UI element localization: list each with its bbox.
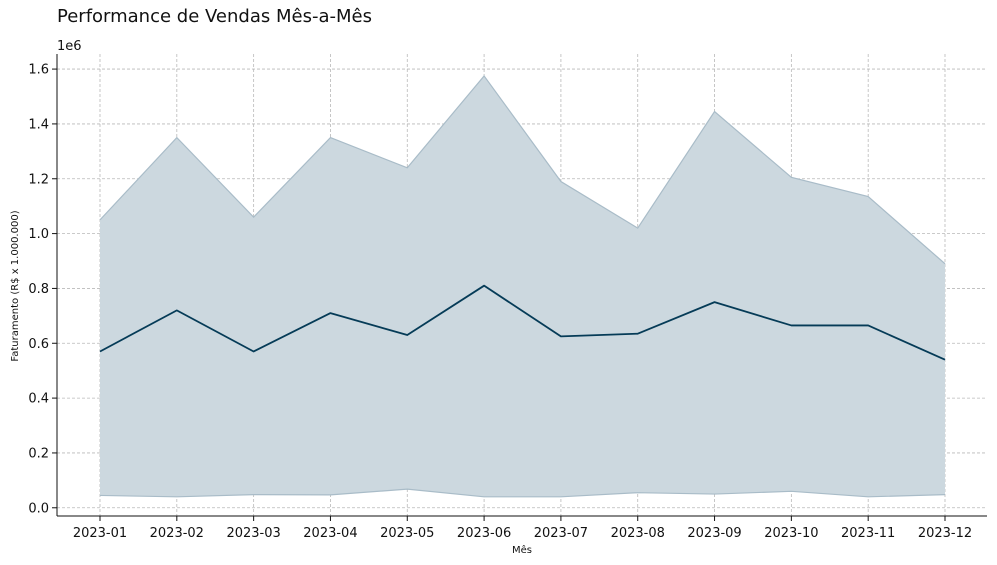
y-tick-label: 0.0 <box>28 501 49 516</box>
y-tick-label: 1.2 <box>28 172 49 187</box>
x-tick-label: 2023-12 <box>918 526 972 541</box>
series-line <box>99 284 946 361</box>
band-upper-edge <box>99 74 946 265</box>
y-tick-label: 0.2 <box>28 446 49 461</box>
confidence-band <box>99 74 946 498</box>
y-ticks: 0.0 0.2 0.4 0.6 0.8 1.0 1.2 1.4 1.6 <box>28 63 57 516</box>
x-tick-label: 2023-04 <box>303 526 357 541</box>
x-tick-label: 2023-03 <box>226 526 280 541</box>
y-tick-label: 1.0 <box>28 227 49 242</box>
y-tick-label: 1.6 <box>28 63 49 78</box>
y-tick-label: 0.4 <box>28 392 49 407</box>
x-tick-label: 2023-09 <box>687 526 741 541</box>
chart-title: Performance de Vendas Mês-a-Mês <box>57 6 372 27</box>
x-tick-label: 2023-05 <box>380 526 434 541</box>
y-tick-label: 1.4 <box>28 117 49 132</box>
series-polyline <box>99 284 946 361</box>
x-axis-label: Mês <box>512 544 532 556</box>
y-offset-text: 1e6 <box>57 39 82 54</box>
y-tick-label: 0.8 <box>28 282 49 297</box>
x-tick-label: 2023-07 <box>534 526 588 541</box>
x-tick-label: 2023-11 <box>841 526 895 541</box>
band-lower-edge <box>99 488 946 498</box>
y-axis-label: Faturamento (R$ x 1.000.000) <box>10 210 21 361</box>
x-tick-label: 2023-06 <box>457 526 511 541</box>
x-ticks: 2023-01 2023-02 2023-03 2023-04 2023-05 2023-… <box>73 516 972 541</box>
x-tick-label: 2023-01 <box>73 526 127 541</box>
x-tick-label: 2023-02 <box>150 526 204 541</box>
y-tick-label: 0.6 <box>28 337 49 352</box>
x-tick-label: 2023-08 <box>611 526 665 541</box>
confidence-band-area <box>100 75 945 497</box>
x-tick-label: 2023-10 <box>764 526 818 541</box>
axes <box>56 54 987 517</box>
